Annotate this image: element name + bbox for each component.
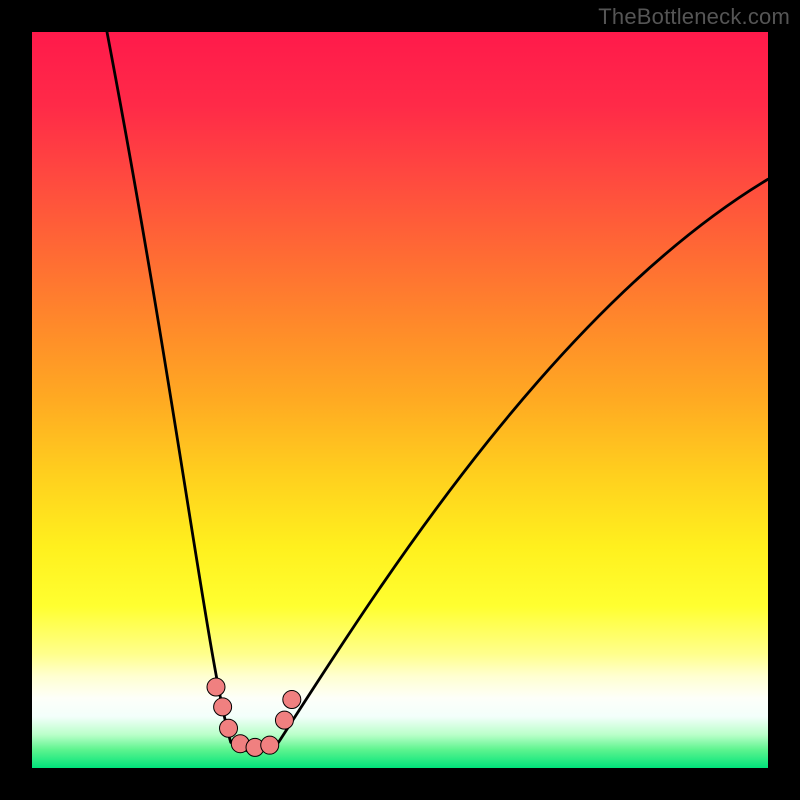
data-marker <box>220 719 238 737</box>
data-marker <box>261 736 279 754</box>
data-marker <box>275 711 293 729</box>
data-marker <box>283 691 301 709</box>
chart-svg <box>0 0 800 800</box>
data-marker <box>214 698 232 716</box>
chart-stage: TheBottleneck.com <box>0 0 800 800</box>
data-marker <box>207 678 225 696</box>
watermark-text: TheBottleneck.com <box>598 4 790 30</box>
